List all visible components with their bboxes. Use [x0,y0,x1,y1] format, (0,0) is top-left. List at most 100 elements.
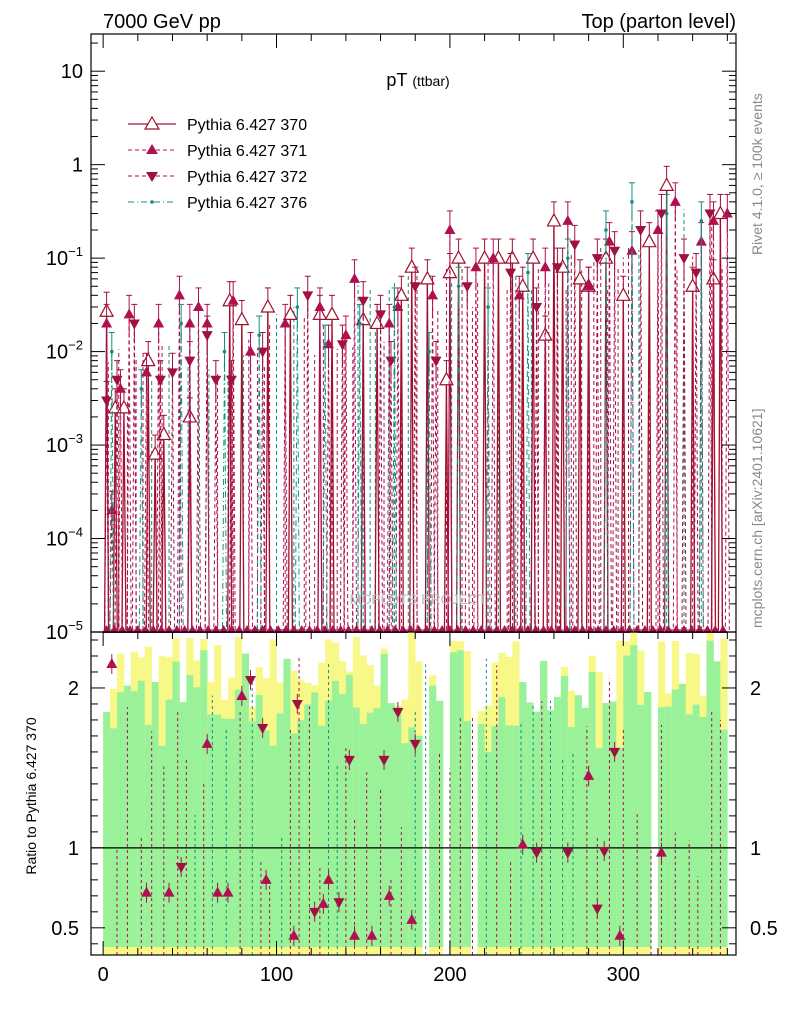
floor-point [406,625,416,633]
data-point [652,223,664,234]
chart-title-sub: (ttbar) [412,73,449,89]
data-point [569,240,581,251]
band-green [117,692,125,947]
data-point [487,252,499,263]
floor-point [679,625,689,633]
data-point [210,375,222,386]
band-green [429,685,437,947]
band-green [297,720,305,947]
band-green [172,661,180,947]
band-green [637,704,645,947]
data-point [655,209,667,220]
legend: Pythia 6.427 370 Pythia 6.427 371 Pythia 6… [128,115,307,212]
data-point [139,386,144,391]
data-point [583,280,595,291]
floor-point [468,625,478,633]
data-point [349,272,361,283]
data-point [546,212,562,227]
band-green [630,645,638,947]
data-point [101,317,113,328]
data-point [279,317,291,328]
data-point [409,282,421,293]
band-green [699,717,707,947]
band-green [415,735,423,947]
floor-point [180,625,190,633]
floor-point [164,625,174,633]
floor-point [648,625,658,633]
data-point [128,319,140,330]
floor-point [148,625,158,633]
band-green [352,707,361,947]
floor-point [414,625,424,633]
y-tick-label: 1 [72,155,83,177]
band-green [477,724,485,947]
floor-point [367,625,377,633]
data-point [404,258,420,273]
watermark: MCPLOTS PROJECT [350,591,487,607]
ratio-point [409,739,421,750]
ratio-point [236,689,248,700]
data-point [664,211,669,216]
floor-point [343,625,353,633]
band-green [394,706,402,947]
data-point [430,356,442,367]
data-point [225,375,237,386]
floor-point [187,625,197,633]
legend-label: Pythia 6.427 371 [187,143,307,160]
band-green [553,696,562,947]
data-point [392,305,397,309]
data-point [282,306,298,321]
data-point [477,249,493,264]
ratio-point [383,889,395,900]
data-point [562,214,574,225]
data-point [153,317,165,328]
floor-point [273,625,283,633]
floor-point [601,625,611,633]
band-green [221,718,229,947]
floor-point [656,625,666,633]
ratio-tick-label: 0.5 [51,918,79,940]
y-tick-label: 10−1 [46,244,83,270]
floor-point [336,625,346,633]
floor-point [461,625,471,633]
data-point [539,261,551,272]
ratio-series-1 [106,653,667,946]
ratio-point [323,873,335,884]
data-point [336,340,348,351]
band-green [519,682,527,947]
floor-markers [102,625,728,633]
band-green [241,653,250,947]
data-point [566,256,570,260]
ratio-point [333,898,345,909]
data-point [531,303,543,314]
ratio-series-2 [175,669,621,922]
floor-point [172,625,182,633]
data-point [551,263,563,274]
data-point [147,445,163,460]
band-green [290,733,298,947]
floor-point [211,625,221,633]
band-green [380,653,388,947]
floor-point [195,625,205,633]
data-point [572,270,588,285]
data-point [110,349,114,354]
ratio-point [591,904,603,915]
floor-point [203,625,213,633]
side-label-mcplots: mcplots.cern.ch [arXiv:2401.10621] [749,409,765,628]
ratio-point [655,846,667,857]
ratio-point [291,699,303,710]
band-green [193,687,201,947]
band-green [567,726,576,947]
band-green [144,724,152,947]
band-green [276,713,284,947]
band-green [664,706,673,947]
band-green [283,658,291,947]
y-tick-label: 10−4 [46,525,83,551]
floor-point [226,625,236,633]
band-green [401,743,409,947]
ratio-tick-label: 2 [68,678,79,700]
band-green [491,726,499,947]
data-point [604,228,608,232]
band-green [685,714,693,947]
legend-label: Pythia 6.427 376 [187,195,307,212]
